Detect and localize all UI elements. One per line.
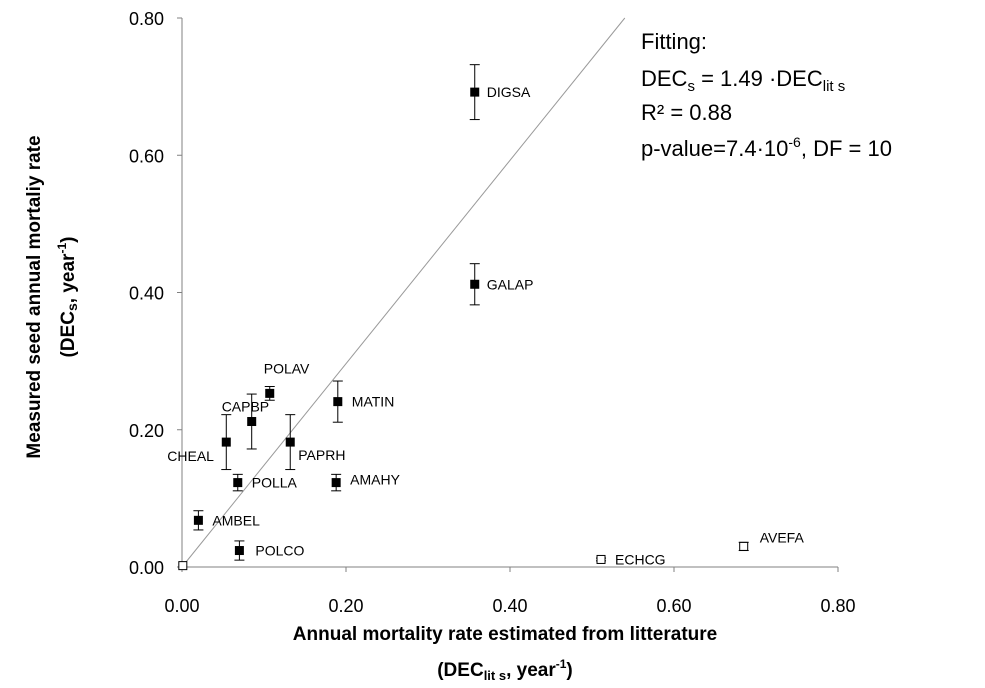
marker <box>265 388 275 398</box>
marker <box>285 437 295 447</box>
point-paprh: PAPRH <box>285 414 345 471</box>
x-tick-label: 0.20 <box>328 596 363 616</box>
point-label: CHEAL <box>167 448 214 464</box>
marker <box>233 478 243 488</box>
marker <box>470 279 480 289</box>
point-origin <box>178 561 188 571</box>
point-label: POLCO <box>255 543 304 559</box>
marker <box>178 561 188 571</box>
point-cheal: CHEAL <box>167 414 232 471</box>
marker <box>470 87 480 97</box>
point-polav: POLAV <box>264 360 310 401</box>
y-axis-title: Measured seed annual mortaliy rate <box>24 135 45 458</box>
fit-title: Fitting: <box>641 29 707 54</box>
x-axis-subtitle: (DEClit s, year-1) <box>437 657 573 683</box>
marker <box>247 417 257 427</box>
fit-pvalue: p-value=7.4·10-6, DF = 10 <box>641 134 892 161</box>
point-label: PAPRH <box>298 447 345 463</box>
point-amahy: AMAHY <box>331 472 401 492</box>
point-polco: POLCO <box>234 540 305 561</box>
y-tick-label: 0.40 <box>129 284 164 304</box>
point-label: AVEFA <box>760 529 805 545</box>
marker <box>596 554 606 564</box>
marker <box>331 478 341 488</box>
x-tick-label: 0.60 <box>656 596 691 616</box>
marker <box>193 515 203 525</box>
marker <box>333 397 343 407</box>
tick-labels: 0.00 0.20 0.40 0.60 0.80 0.00 0.20 0.40 0.60 0.80 <box>129 9 856 616</box>
y-tick-label: 0.20 <box>129 421 164 441</box>
marker <box>739 541 749 551</box>
point-polla: POLLA <box>232 473 298 492</box>
point-digsa: DIGSA <box>469 64 531 121</box>
point-echcg: ECHCG <box>596 551 666 567</box>
x-axis-title: Annual mortality rate estimated from lit… <box>293 624 717 645</box>
x-tick-label: 0.80 <box>820 596 855 616</box>
marker <box>234 546 244 556</box>
x-tick-label: 0.00 <box>164 596 199 616</box>
point-label: POLLA <box>252 475 298 491</box>
fit-line <box>181 17 626 568</box>
fit-equation: DECs = 1.49 ·DEClit s <box>641 66 845 95</box>
y-axis-subtitle: (DECs, year-1) <box>55 237 80 358</box>
marker <box>221 437 231 447</box>
x-tick-label: 0.40 <box>492 596 527 616</box>
point-label: CAPBP <box>222 399 269 415</box>
fit-r2: R² = 0.88 <box>641 100 732 125</box>
point-label: AMAHY <box>350 472 400 488</box>
y-tick-label: 0.00 <box>129 558 164 578</box>
data-points: DIGSA GALAP POLAV MATIN CAPBP CHEAL PAPRHPOLLA… <box>167 64 805 571</box>
point-label: AMBEL <box>212 512 260 528</box>
point-label: MATIN <box>352 394 395 410</box>
fit-annotation: Fitting: DECs = 1.49 ·DEClit s R² = 0.88… <box>641 29 892 161</box>
point-label: DIGSA <box>487 84 531 100</box>
point-capbp: CAPBP <box>222 393 269 450</box>
point-avefa: AVEFA <box>738 529 805 552</box>
y-tick-label: 0.60 <box>129 146 164 166</box>
point-label: ECHCG <box>615 551 666 567</box>
point-label: POLAV <box>264 360 310 376</box>
point-ambel: AMBEL <box>193 510 260 531</box>
point-galap: GALAP <box>469 263 534 306</box>
y-tick-label: 0.80 <box>129 9 164 29</box>
point-label: GALAP <box>487 276 534 292</box>
point-matin: MATIN <box>332 380 395 423</box>
